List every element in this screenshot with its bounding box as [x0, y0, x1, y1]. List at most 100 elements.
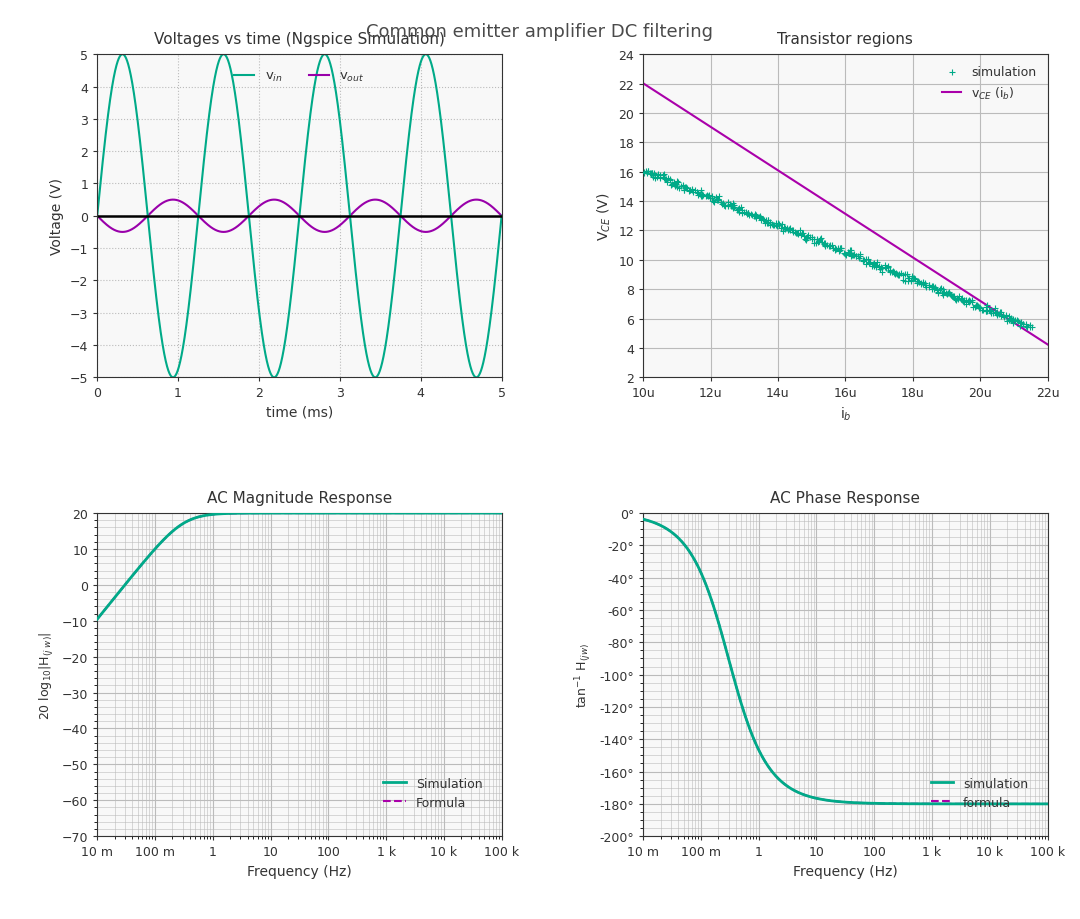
simulation [994, 308, 1011, 323]
simulation [795, 226, 812, 241]
simulation [714, 198, 731, 212]
simulation [1001, 313, 1018, 328]
Simulation [264, 508, 276, 519]
simulation [733, 203, 751, 218]
simulation [648, 171, 665, 186]
simulation [694, 188, 712, 203]
Line: v$_{out}$: v$_{out}$ [97, 200, 501, 233]
simulation [862, 255, 879, 270]
simulation [894, 274, 912, 289]
simulation [647, 168, 664, 183]
simulation [642, 168, 659, 183]
Line: Formula: Formula [97, 514, 501, 619]
simulation [841, 244, 859, 258]
simulation [892, 267, 909, 281]
simulation [751, 210, 768, 224]
simulation [811, 233, 828, 247]
simulation [810, 234, 827, 249]
simulation [852, 249, 869, 264]
v$_{out}$ [495, 211, 508, 222]
simulation [656, 171, 673, 186]
simulation [684, 182, 701, 197]
simulation [932, 281, 949, 296]
Formula [444, 508, 457, 519]
simulation [1034, 799, 1047, 810]
simulation [989, 305, 1007, 320]
simulation [823, 238, 840, 253]
formula [1041, 799, 1054, 810]
simulation [1001, 312, 1018, 327]
simulation [637, 165, 654, 179]
simulation [645, 166, 662, 181]
Simulation [246, 508, 259, 519]
simulation [916, 278, 933, 293]
Formula [161, 531, 174, 542]
simulation [688, 186, 705, 200]
simulation [661, 173, 678, 187]
simulation [923, 283, 941, 298]
simulation [816, 240, 834, 255]
simulation [670, 182, 687, 197]
Simulation [487, 508, 500, 519]
Simulation [444, 508, 457, 519]
simulation [960, 295, 977, 310]
simulation [807, 236, 824, 251]
simulation [944, 289, 961, 304]
simulation [906, 273, 923, 288]
simulation [960, 293, 977, 308]
simulation [1003, 312, 1021, 327]
simulation [689, 187, 706, 201]
simulation [902, 273, 919, 288]
simulation [1022, 319, 1039, 334]
simulation [964, 301, 982, 315]
Simulation [495, 508, 508, 519]
Title: AC Phase Response: AC Phase Response [770, 491, 920, 505]
simulation [784, 225, 801, 240]
simulation [868, 255, 886, 270]
simulation [1012, 316, 1029, 331]
simulation [842, 244, 860, 258]
simulation [813, 232, 831, 246]
simulation [972, 301, 989, 316]
simulation [896, 274, 914, 289]
simulation [888, 267, 905, 282]
simulation [918, 280, 935, 295]
simulation [740, 207, 757, 221]
simulation [816, 239, 834, 254]
v$_{out}$ [246, 208, 259, 219]
simulation [678, 181, 696, 196]
Formula [137, 557, 150, 568]
simulation [669, 175, 686, 189]
simulation [969, 300, 986, 314]
simulation [930, 286, 947, 301]
simulation [988, 309, 1005, 323]
simulation [739, 208, 756, 222]
simulation [986, 301, 1003, 316]
simulation [669, 181, 686, 196]
simulation [998, 314, 1015, 329]
simulation [733, 206, 751, 221]
formula [792, 787, 805, 798]
simulation [799, 232, 816, 246]
simulation [1018, 321, 1036, 335]
simulation [867, 259, 885, 274]
simulation [833, 241, 850, 255]
simulation [837, 249, 854, 264]
simulation [797, 233, 814, 248]
simulation [881, 264, 899, 278]
Line: Simulation: Simulation [97, 514, 501, 619]
simulation [865, 259, 882, 274]
v$_{in}$ [319, 50, 332, 61]
v$_{out}$ [268, 195, 281, 206]
simulation [935, 285, 953, 300]
simulation [801, 231, 819, 245]
simulation [701, 188, 718, 203]
simulation [1012, 316, 1029, 331]
simulation [724, 199, 741, 214]
v$_{out}$ [487, 204, 500, 215]
simulation [996, 311, 1013, 325]
simulation [792, 787, 805, 798]
simulation [665, 176, 683, 191]
simulation [704, 195, 721, 210]
simulation [926, 283, 943, 298]
